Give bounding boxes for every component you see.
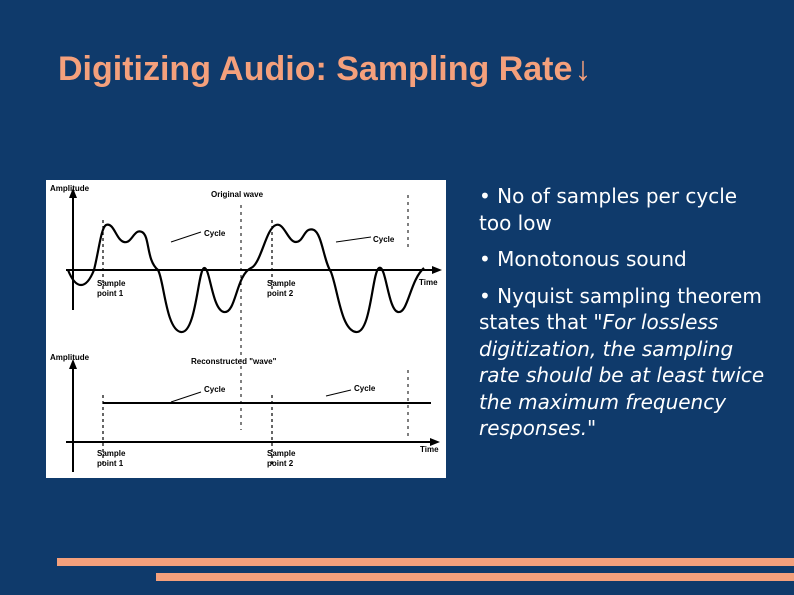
top-cycle-pointer-1 [170,231,202,243]
top-sample2-line1: Sample [267,279,296,288]
bullet-nyquist-quote: For lossless digitization, the sampling … [479,310,765,440]
bullet-nyquist-prefix: • Nyquist sampling theorem states that " [479,283,762,335]
bottom-time-label: Time [420,445,439,454]
bottom-sample2-line2: point 2 [267,459,294,468]
bottom-wave-label: Reconstructed "wave" [191,357,277,366]
original-wave [66,223,425,334]
bottom-sample1-line2: point 1 [97,459,124,468]
decorative-bar-top [57,558,794,566]
sampling-diagram-svg: Amplitude Original wave Cycle Cycle Time… [50,184,442,472]
sampling-diagram: Amplitude Original wave Cycle Cycle Time… [46,180,446,478]
bottom-amplitude-label: Amplitude [50,353,90,362]
top-axis-arrow-icon [69,188,77,198]
top-sample1-line2: point 1 [97,289,124,298]
top-cycle-label-1: Cycle [204,229,226,238]
bottom-cycle-pointer-1 [170,391,202,403]
bottom-axis-arrow-icon [69,359,77,369]
bullet-list: • No of samples per cycle too low • Mono… [479,183,769,452]
slide-title: Digitizing Audio: Sampling Rate↓ [58,50,591,89]
bottom-sample2-line1: Sample [267,449,296,458]
top-cycle-label-2: Cycle [373,235,395,244]
down-arrow-icon: ↓ [574,50,592,88]
bottom-cycle-label-2: Cycle [354,384,376,393]
bottom-sample1-line1: Sample [97,449,126,458]
bottom-time-arrow-icon [430,438,440,446]
bottom-cycle-label-1: Cycle [204,385,226,394]
top-sample2-line2: point 2 [267,289,294,298]
top-sample1-line1: Sample [97,279,126,288]
bullet-nyquist: • Nyquist sampling theorem states that "… [479,283,769,442]
bullet-samples-per-cycle: • No of samples per cycle too low [479,184,738,235]
decorative-bar-bottom [156,573,794,581]
top-time-arrow-icon [432,266,442,274]
slide-title-text: Digitizing Audio: Sampling Rate [58,50,573,88]
top-time-label: Time [419,278,438,287]
top-cycle-pointer-2 [335,236,372,243]
top-wave-label: Original wave [211,190,264,199]
top-amplitude-label: Amplitude [50,184,90,193]
bullet-monotonous-sound: • Monotonous sound [479,247,687,271]
bottom-cycle-pointer-2 [325,389,352,397]
